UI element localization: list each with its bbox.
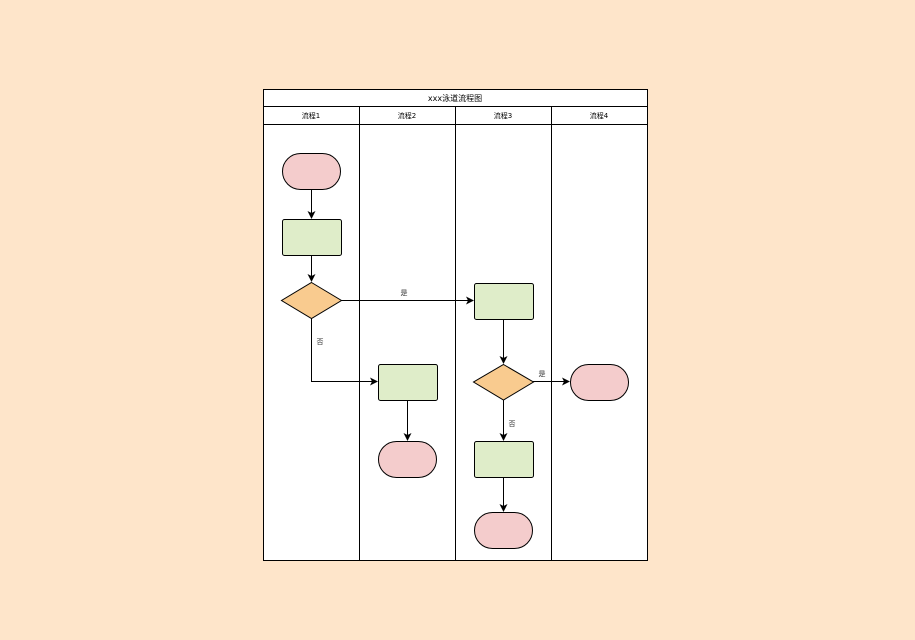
lane-header-1: 流程1 (302, 111, 320, 120)
decision-diamond[interactable] (280, 281, 343, 320)
connectors (307, 189, 570, 512)
process-box[interactable] (474, 283, 534, 320)
edge-label-no: 否 (317, 338, 324, 346)
arrow-no (311, 318, 378, 386)
lane-header-2: 流程2 (398, 111, 416, 120)
process-box[interactable] (474, 441, 534, 478)
end-terminal[interactable] (378, 441, 437, 478)
process-box[interactable] (282, 219, 342, 256)
end-terminal[interactable] (570, 364, 629, 401)
process-box[interactable] (378, 364, 438, 401)
edge-label-no: 否 (509, 420, 516, 428)
start-terminal[interactable] (282, 153, 341, 190)
edge-label-yes: 是 (539, 370, 546, 378)
lane-header-3: 流程3 (494, 111, 512, 120)
decision-diamond[interactable] (472, 363, 535, 401)
end-terminal[interactable] (474, 512, 533, 549)
diagram-title: xxx泳道流程图 (428, 93, 482, 103)
lane-header-4: 流程4 (590, 111, 609, 120)
edge-label-yes: 是 (401, 289, 408, 297)
